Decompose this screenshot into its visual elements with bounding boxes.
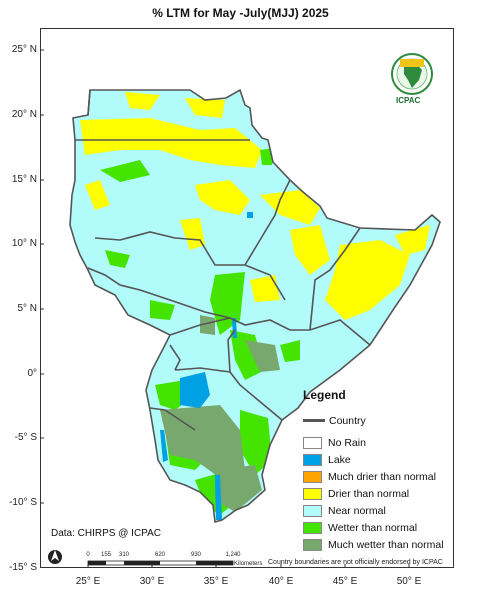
map-title: % LTM for May -July(MJJ) 2025: [152, 6, 329, 20]
legend-swatch: [303, 436, 322, 449]
legend-item-much-drier: Much drier than normal: [303, 468, 463, 485]
much-wetter-than-normal-areas: [160, 315, 280, 512]
lake-tana: [247, 212, 253, 218]
x-label-35e: 35° E: [203, 576, 229, 587]
legend-swatch: [303, 470, 322, 483]
scale-tick: 310: [118, 552, 130, 558]
legend-label: Near normal: [328, 504, 386, 517]
y-label-20n: 20° N: [11, 109, 37, 120]
y-label-5n: 5° N: [17, 303, 37, 314]
legend-item-lake: Lake: [303, 451, 463, 468]
legend-label: Much wetter than normal: [328, 538, 444, 551]
legend-item-country: Country: [303, 412, 463, 429]
y-label-5s: -5° S: [14, 432, 37, 443]
x-label-25e: 25° E: [75, 576, 101, 587]
icpac-logo: [391, 53, 433, 95]
x-label-30e: 30° E: [139, 576, 165, 587]
country-line-icon: [303, 419, 325, 422]
legend-swatch: [303, 453, 322, 466]
y-label-25n: 25° N: [11, 44, 37, 55]
scale-tick: 620: [154, 552, 166, 558]
x-label-40e: 40° E: [268, 576, 294, 587]
legend: Legend Country No Rain Lake Much drier t…: [303, 388, 463, 553]
legend-item-much-wetter: Much wetter than normal: [303, 536, 463, 553]
y-label-10n: 10° N: [11, 238, 37, 249]
country-borders: [69, 88, 441, 524]
y-label-15s: -15° S: [9, 562, 37, 573]
scale-tick: 155: [100, 552, 112, 558]
data-credit: Data: CHIRPS @ ICPAC: [51, 528, 161, 539]
scale-bar: [87, 560, 234, 566]
legend-item-no-rain: No Rain: [303, 434, 463, 451]
lake-tanganyika: [160, 430, 168, 462]
x-label-45e: 45° E: [332, 576, 358, 587]
lake-victoria: [180, 372, 210, 408]
disclaimer: Country boundaries are not officially en…: [268, 559, 443, 566]
legend-label: Much drier than normal: [328, 470, 436, 483]
legend-swatch: [303, 538, 322, 551]
y-label-15n: 15° N: [11, 174, 37, 185]
scale-tick: 0: [86, 552, 90, 558]
scale-tick: 930: [190, 552, 202, 558]
legend-title: Legend: [303, 388, 346, 402]
legend-label: Country: [329, 414, 366, 427]
legend-swatch: [303, 504, 322, 517]
legend-swatch: [303, 487, 322, 500]
legend-label: Drier than normal: [328, 487, 410, 500]
north-arrow-icon: [48, 550, 62, 564]
legend-item-near-normal: Near normal: [303, 502, 463, 519]
scale-unit: Kilometers: [234, 561, 263, 567]
legend-item-wetter: Wetter than normal: [303, 519, 463, 536]
x-label-50e: 50° E: [396, 576, 422, 587]
legend-swatch: [303, 521, 322, 534]
legend-label: No Rain: [328, 436, 366, 449]
legend-label: Lake: [328, 453, 351, 466]
lake-malawi: [215, 475, 222, 520]
drier-than-normal-areas: [80, 92, 430, 320]
lakes: [160, 212, 253, 520]
legend-label: Wetter than normal: [328, 521, 418, 534]
scale-tick: 1,240: [225, 552, 241, 558]
y-label-10s: -10° S: [9, 497, 37, 508]
icpac-logo-label: ICPAC: [396, 96, 421, 105]
legend-item-drier: Drier than normal: [303, 485, 463, 502]
y-label-0: 0°: [27, 368, 37, 379]
axis-ticks: [40, 49, 410, 568]
